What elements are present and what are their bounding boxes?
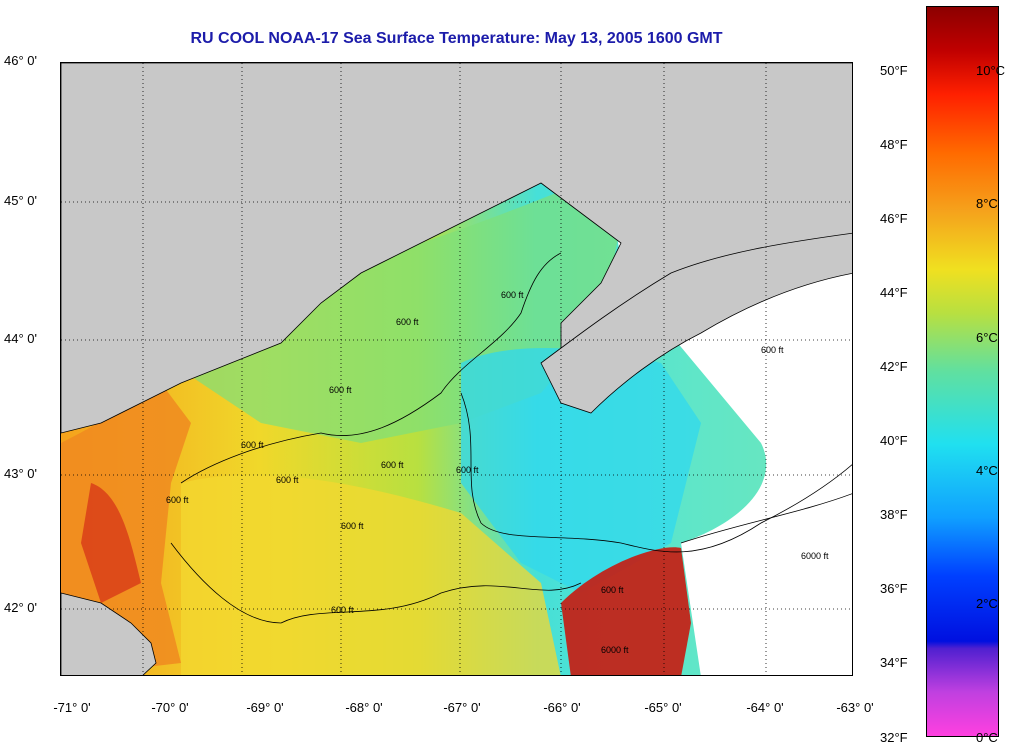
lat-label: 43° 0' <box>4 466 37 481</box>
celsius-label: 6°C <box>976 330 998 345</box>
sst-map[interactable]: 600 ft 600 ft 600 ft 600 ft 600 ft 600 f… <box>60 62 853 676</box>
fahrenheit-label: 50°F <box>880 63 908 78</box>
fahrenheit-label: 36°F <box>880 581 908 596</box>
contour-label: 600 ft <box>761 345 784 355</box>
graticule <box>61 63 852 675</box>
cloud-region-east <box>661 273 852 675</box>
contour-label: 600 ft <box>456 465 479 475</box>
contour-label: 600 ft <box>601 585 624 595</box>
celsius-label: 2°C <box>976 596 998 611</box>
celsius-label: 10°C <box>976 63 1006 78</box>
contour-label: 600 ft <box>329 385 352 395</box>
lon-label: -71° 0' <box>53 700 91 715</box>
lat-label: 42° 0' <box>4 600 37 615</box>
contour-label: 6000 ft <box>801 551 829 561</box>
celsius-label: 0°C <box>976 730 998 745</box>
warm-eddy <box>561 547 691 675</box>
lon-label: -66° 0' <box>543 700 581 715</box>
contour-label: 600 ft <box>396 317 419 327</box>
celsius-label: 4°C <box>976 463 998 478</box>
fahrenheit-label: 48°F <box>880 137 908 152</box>
contour-label: 600 ft <box>341 521 364 531</box>
lon-label: -65° 0' <box>644 700 682 715</box>
lat-label: 45° 0' <box>4 193 37 208</box>
sst-map-canvas: 600 ft 600 ft 600 ft 600 ft 600 ft 600 f… <box>61 63 852 675</box>
yellow-region <box>181 474 561 675</box>
contour-label: 6000 ft <box>601 645 629 655</box>
contour-label: 600 ft <box>381 460 404 470</box>
fahrenheit-label: 42°F <box>880 359 908 374</box>
contour-label: 600 ft <box>166 495 189 505</box>
colorbar <box>926 6 999 737</box>
land-nova-scotia <box>540 232 852 414</box>
contour-label: 600 ft <box>276 475 299 485</box>
lat-label: 46° 0' <box>4 53 37 68</box>
map-title: RU COOL NOAA-17 Sea Surface Temperature:… <box>190 30 723 47</box>
lon-label: -70° 0' <box>151 700 189 715</box>
lat-label: 44° 0' <box>4 331 37 346</box>
fahrenheit-label: 40°F <box>880 433 908 448</box>
lon-label: -67° 0' <box>443 700 481 715</box>
celsius-label: 8°C <box>976 196 998 211</box>
lon-label: -63° 0' <box>836 700 874 715</box>
fahrenheit-label: 38°F <box>880 507 908 522</box>
contour-label: 600 ft <box>241 440 264 450</box>
fahrenheit-label: 34°F <box>880 655 908 670</box>
fahrenheit-label: 46°F <box>880 211 908 226</box>
contour-label: 600 ft <box>331 605 354 615</box>
land-cape-cod <box>61 592 157 675</box>
fahrenheit-label: 32°F <box>880 730 908 745</box>
bathymetry-contours <box>170 252 852 624</box>
coastal-hot-spot <box>81 483 141 603</box>
lon-label: -68° 0' <box>345 700 383 715</box>
lon-label: -69° 0' <box>246 700 284 715</box>
fahrenheit-label: 44°F <box>880 285 908 300</box>
contour-label: 600 ft <box>501 290 524 300</box>
cyan-region <box>461 348 701 593</box>
lon-label: -64° 0' <box>746 700 784 715</box>
